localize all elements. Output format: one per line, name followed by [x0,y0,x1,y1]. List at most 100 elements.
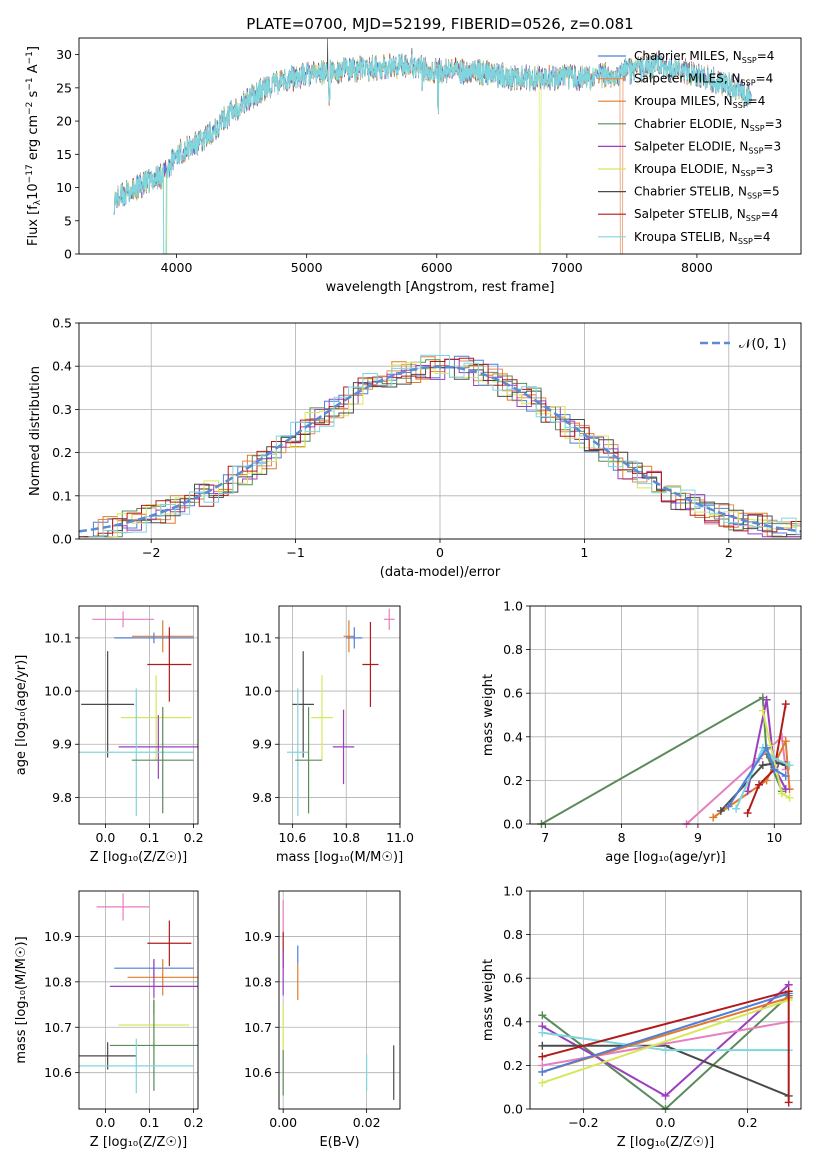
series-marker [781,785,790,794]
y-tick-label: 0.3 [52,402,72,417]
y-tick-label: 10.1 [244,630,272,645]
age-vs-mass-xlabel: mass [log₁₀(M/M☉)] [276,850,403,865]
x-tick-label: 0.0 [95,830,115,845]
x-tick-label: 0.00 [269,1115,297,1130]
ylabel-part: −17 [25,164,35,183]
x-tick-label: −2 [142,545,160,560]
y-tick-label: 0.2 [503,1058,523,1073]
y-tick-label: 0.4 [52,359,72,374]
x-tick-label: 7 [541,830,549,845]
x-tick-label: 9 [694,830,702,845]
legend-entry: Kroupa STELIB, NSSP=4 [634,230,771,246]
series-marker [785,793,794,802]
legend-entry-tail: =3 [763,139,781,153]
y-tick-label: 0.6 [503,971,523,986]
series-marker [724,802,733,811]
residuals-xlabel: (data-model)/error [380,565,501,580]
series-marker [777,789,786,798]
series-line [735,745,790,810]
age-vs-z-points [79,611,198,817]
mass-weight-vs-age-frame [529,605,802,825]
y-tick-label: 10.1 [44,630,72,645]
x-tick-label: 0.02 [353,1115,381,1130]
series-marker [538,1078,547,1087]
y-tick-label: 0.0 [503,817,523,832]
legend-entry: Chabrier STELIB, NSSP=5 [634,185,780,201]
series-marker [770,754,779,763]
legend-entry-tail: =5 [762,185,780,199]
x-tick-label: −0.2 [568,1115,598,1130]
y-tick-label: 0.8 [503,642,523,657]
x-tick-label: 1 [580,545,588,560]
residuals-frame [78,322,802,540]
legend-entry: Kroupa ELODIE, NSSP=3 [634,162,773,178]
series-marker [762,695,771,704]
series-line [541,695,783,825]
legend-entry-text: Kroupa MILES, N [634,94,733,108]
ylabel-part: Flux [ [26,210,41,246]
y-tick-label: 0.2 [52,445,72,460]
spectrum-xlabel: wavelength [Angstrom, rest frame] [326,280,555,295]
mass-vs-z-axes: 0.0 0.1 0.2 10.6 10.7 10.8 10.9 [44,891,204,1130]
age-vs-z-axes: 0.0 0.1 0.2 9.8 9.9 10.0 10.1 [44,606,204,845]
y-tick-label: 10.7 [244,1020,272,1035]
x-tick-label: 0.1 [140,1115,160,1130]
y-tick-label: 10 [56,180,72,195]
legend-entry-text: Kroupa ELODIE, N [634,162,741,176]
y-tick-label: 10.6 [244,1065,272,1080]
mass-weight-vs-z-ylabel: mass weight [481,959,496,1041]
legend-entry-sub: SSP [742,56,757,65]
spectrum-ylabel: Flux [fλ10−17 erg cm−2 s−1 A−1] [25,46,43,246]
x-tick-label: 8000 [681,260,713,275]
y-tick-label: 0.8 [503,927,523,942]
series-marker [781,772,790,781]
y-tick-label: 30 [56,47,72,62]
age-vs-mass-frame [278,605,401,825]
age-vs-z-xlabel: Z [log₁₀(Z/Z☉)] [90,850,187,865]
mass-vs-ebv-axes: 0.00 0.02 10.6 10.7 10.8 10.9 [244,891,400,1130]
legend-entry-tail: =4 [756,72,774,86]
x-tick-label: 5000 [291,260,323,275]
y-tick-label: 0.4 [503,1014,523,1029]
y-tick-label: 1.0 [503,599,523,614]
x-tick-label: 2 [725,545,733,560]
age-vs-mass-points [287,608,395,817]
legend-entry-sub: SSP [741,79,756,88]
series-marker [538,1067,547,1076]
y-tick-label: 10.9 [44,929,72,944]
x-tick-label: 7000 [551,260,583,275]
y-tick-label: 9.8 [52,790,72,805]
mass-vs-ebv-xlabel: E(B-V) [319,1135,359,1150]
x-tick-label: 10 [766,830,782,845]
y-tick-label: 10.0 [44,684,72,699]
series-marker [784,987,793,996]
legend-entry: Salpeter STELIB, NSSP=4 [634,207,778,223]
ylabel-part: ] [26,46,41,51]
legend-entry-text: Chabrier ELODIE, N [634,117,750,131]
mass-vs-z-ylabel: mass [log₁₀(M/M☉)] [14,936,29,1063]
series-line [541,999,790,1084]
x-tick-label: 10.6 [279,830,307,845]
x-tick-label: 4000 [161,260,193,275]
mass-vs-z-xlabel: Z [log₁₀(Z/Z☉)] [90,1135,187,1150]
series-marker [743,787,752,796]
mass-weight-vs-z-frame [529,890,802,1110]
ylabel-part: f [26,205,41,210]
mass-vs-z-frame [78,890,199,1110]
y-tick-label: 25 [56,80,72,95]
spectrum-frame [78,37,802,255]
series-marker [770,765,779,774]
legend-entry-sub: SSP [750,124,765,133]
series-marker [538,1011,547,1020]
mass-weight-vs-age-axes: 7 8 9 10 0.0 0.2 0.4 0.6 0.8 1.0 [503,599,801,845]
mass-weight-vs-z-lines [538,980,793,1113]
y-tick-label: 10.7 [44,1020,72,1035]
y-tick-label: 1.0 [503,884,523,899]
series-marker [781,700,790,709]
y-tick-label: 0.1 [52,488,72,503]
y-tick-label: 10.9 [244,929,272,944]
series-marker [755,780,764,789]
mass-weight-vs-age-ylabel: mass weight [481,674,496,756]
legend-entry-text: Kroupa STELIB, N [634,230,738,244]
